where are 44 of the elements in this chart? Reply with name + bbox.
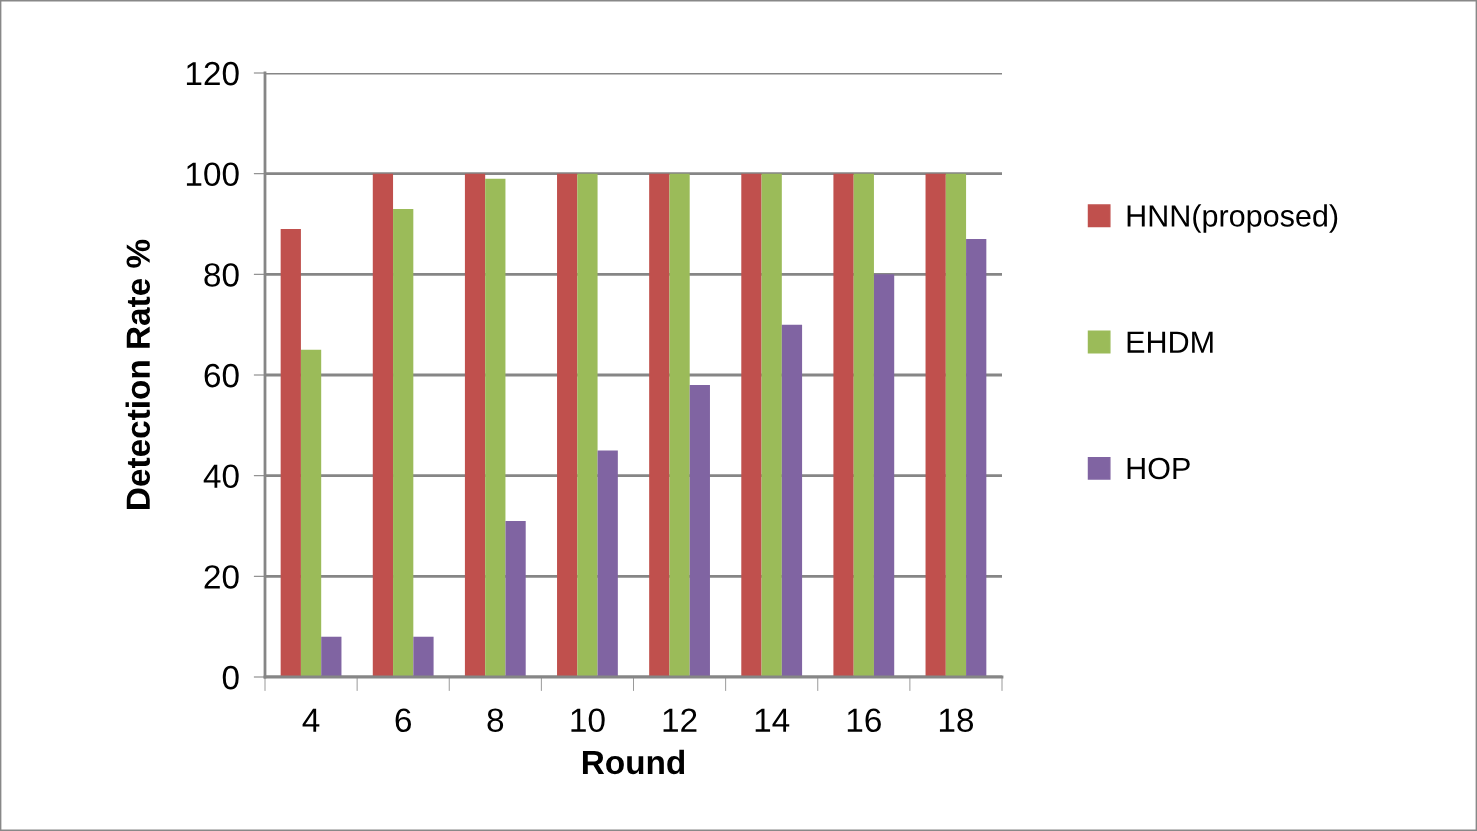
- y-tick-label: 0: [222, 665, 239, 690]
- y-tick-label: 80: [204, 263, 239, 287]
- bar: [393, 208, 414, 677]
- bar: [300, 349, 322, 677]
- x-tick-label: 4: [302, 708, 320, 732]
- x-tick-label: 12: [663, 708, 697, 732]
- bar: [853, 173, 874, 677]
- bar: [485, 178, 506, 677]
- bar: [669, 173, 690, 677]
- bar: [597, 450, 618, 677]
- y-tick-label: 20: [204, 565, 239, 589]
- x-tick-label: 14: [755, 708, 790, 732]
- x-axis-title: Round: [582, 749, 685, 775]
- bar: [321, 636, 342, 677]
- bar: [925, 173, 946, 677]
- y-tick-label: 40: [203, 464, 239, 489]
- x-tick-label: 18: [939, 708, 974, 733]
- bar: [577, 173, 598, 677]
- bar: [761, 173, 782, 677]
- bar: [505, 520, 526, 677]
- x-tick-label: 6: [395, 708, 411, 733]
- bar: [413, 636, 434, 677]
- bar: [372, 173, 394, 677]
- x-tick-label: 10: [571, 708, 605, 733]
- bar: [689, 385, 710, 677]
- bar: [873, 274, 895, 677]
- bar: [464, 173, 486, 677]
- y-axis-title: Detection Rate %: [125, 239, 151, 509]
- bar: [781, 324, 803, 677]
- y-tick-label: 60: [204, 363, 239, 388]
- legend-label: HNN(proposed): [1127, 204, 1338, 233]
- x-tick-label: 8: [487, 708, 504, 733]
- bar: [557, 173, 578, 677]
- legend-label: HOP: [1127, 457, 1190, 480]
- y-tick-label: 100: [186, 162, 239, 187]
- x-tick-label: 16: [847, 708, 881, 733]
- bar: [649, 173, 670, 677]
- bar: [741, 173, 762, 677]
- bar: [945, 173, 967, 677]
- bar: [833, 173, 854, 677]
- legend-label: EHDM: [1127, 331, 1213, 353]
- bar: [280, 229, 301, 677]
- y-tick-label: 120: [186, 61, 239, 86]
- bar: [966, 239, 987, 677]
